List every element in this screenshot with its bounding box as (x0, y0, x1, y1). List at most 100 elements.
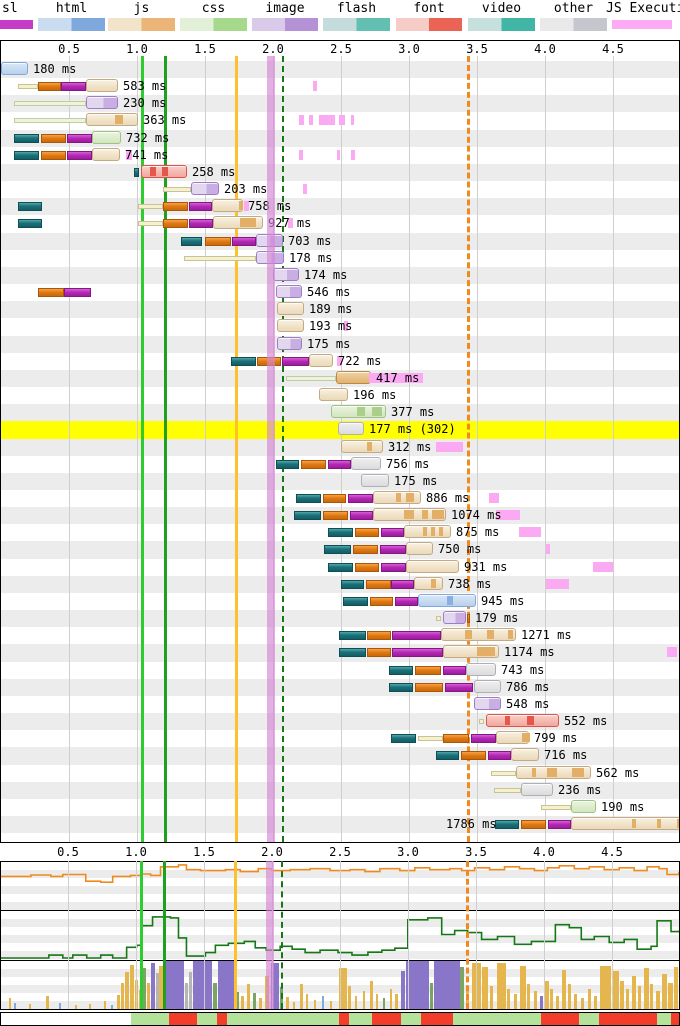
request-bar-segment-js (86, 79, 118, 93)
request-bar-segment-waitg (286, 375, 336, 381)
request-bar-chunk (677, 819, 679, 829)
row-stripe (1, 78, 679, 96)
request-row: 174 ms (1, 267, 679, 284)
request-row: 546 ms (1, 284, 679, 301)
row-stripe (1, 592, 679, 611)
activity-bar (348, 985, 351, 1009)
request-bar-segment-connect (443, 734, 469, 744)
request-bar-segment-img (273, 267, 299, 281)
activity-bar (29, 1004, 31, 1009)
request-bar-segment-wait (541, 804, 571, 810)
request-bar-chunk (357, 407, 365, 417)
activity-bar (46, 995, 49, 1009)
request-bar-segment-img (256, 250, 284, 264)
request-bar-segment-ssl (395, 596, 418, 606)
activity-bar (271, 963, 279, 1009)
request-bar-segment-dns (14, 133, 39, 143)
legend-label: video (481, 1, 522, 16)
request-bar-segment-js (441, 628, 516, 642)
js-execution-mark (351, 149, 355, 160)
activity-bar (139, 989, 142, 1009)
request-bar-segment-js (511, 748, 539, 762)
request-row: 562 ms (1, 765, 679, 782)
request-row: 931 ms (1, 559, 679, 576)
request-bar-segment-other (474, 679, 501, 693)
request-time-label: 722 ms (338, 353, 382, 368)
row-stripe (1, 661, 679, 679)
request-time-label: 175 ms (307, 336, 351, 351)
request-rows: 180 ms 583 ms 230 ms 363 ms 732 ms 741 ms 258 … (1, 41, 679, 842)
row-stripe (1, 318, 679, 336)
activity-bar (135, 980, 138, 1009)
request-time-label: 552 ms (564, 714, 608, 729)
request-bar-segment-wait (491, 770, 516, 776)
request-bar-segment-connect (415, 682, 443, 692)
request-bar-chunk (467, 561, 471, 571)
request-bar-segment-connect (41, 133, 66, 143)
activity-bar (632, 976, 636, 1009)
axis-tick-label: 2.5 (329, 845, 351, 859)
request-time-label: 945 ms (481, 593, 525, 608)
activity-bar (390, 988, 392, 1009)
request-bar-chunk (423, 527, 427, 537)
activity-bar (125, 971, 129, 1009)
gridline (613, 56, 614, 842)
activity-bar (472, 963, 481, 1009)
request-bar-segment-wait (184, 255, 256, 261)
request-time-label: 875 ms (456, 525, 500, 540)
legend-swatch-video (468, 18, 535, 31)
activity-bar (59, 1003, 61, 1009)
activity-bar (159, 965, 163, 1009)
request-bar-segment-wait (138, 204, 163, 210)
activity-bar (650, 984, 653, 1009)
request-bar-segment-js (406, 542, 433, 556)
activity-bar (674, 966, 678, 1009)
request-bar-segment-js (443, 645, 499, 659)
request-row: 203 ms (1, 181, 679, 198)
axis-tick-label: 0.5 (57, 845, 79, 859)
activity-bar (300, 984, 303, 1009)
request-bar-segment-js (373, 508, 446, 522)
request-row: 193 ms (1, 318, 679, 335)
request-row: 743 ms (1, 662, 679, 679)
progress-segment (349, 1013, 372, 1025)
row-stripe (1, 335, 679, 353)
event-line (467, 56, 470, 842)
event-line (141, 56, 144, 842)
row-stripe (1, 798, 679, 817)
request-bar-segment-dns (294, 511, 321, 521)
request-bar-segment-ssl (445, 682, 473, 692)
activity-bar (507, 988, 510, 1009)
request-bar-chunk (505, 716, 510, 726)
request-row: 196 ms (1, 387, 679, 404)
request-bar-segment-dns (18, 219, 42, 229)
request-row: 377 ms (1, 404, 679, 421)
activity-bar (662, 974, 667, 1009)
row-stripe (1, 472, 679, 490)
request-bar-segment-wait (418, 736, 443, 742)
request-row: 750 ms (1, 541, 679, 558)
request-bar-chunk (422, 510, 428, 520)
request-bar-chunk (431, 578, 436, 588)
request-bar-segment-connect (367, 648, 391, 658)
request-bar-segment-dns (296, 494, 321, 503)
request-bar-segment-js (406, 559, 471, 573)
request-row: 1786 ms (1, 816, 679, 833)
request-bar-segment-ssl (392, 648, 443, 658)
legend-label: flash (336, 1, 377, 16)
activity-bar (376, 993, 378, 1009)
request-time-label: 177 ms (302) (369, 422, 456, 437)
request-bar-segment-img (86, 96, 118, 110)
request-time-label: 1271 ms (521, 628, 572, 643)
request-bar-segment-css (92, 130, 121, 144)
request-bar-segment-ssl (350, 511, 373, 521)
row-stripe (1, 438, 679, 456)
activity-bar (247, 984, 250, 1009)
request-time-label: 1074 ms (451, 508, 502, 523)
request-bar-segment-connect (353, 545, 378, 555)
request-bar-chunk (632, 819, 636, 829)
axis-tick-label: 1.5 (194, 42, 216, 56)
js-execution-mark (546, 544, 550, 555)
request-row: 886 ms (1, 490, 679, 507)
request-bar-chunk (162, 166, 168, 176)
